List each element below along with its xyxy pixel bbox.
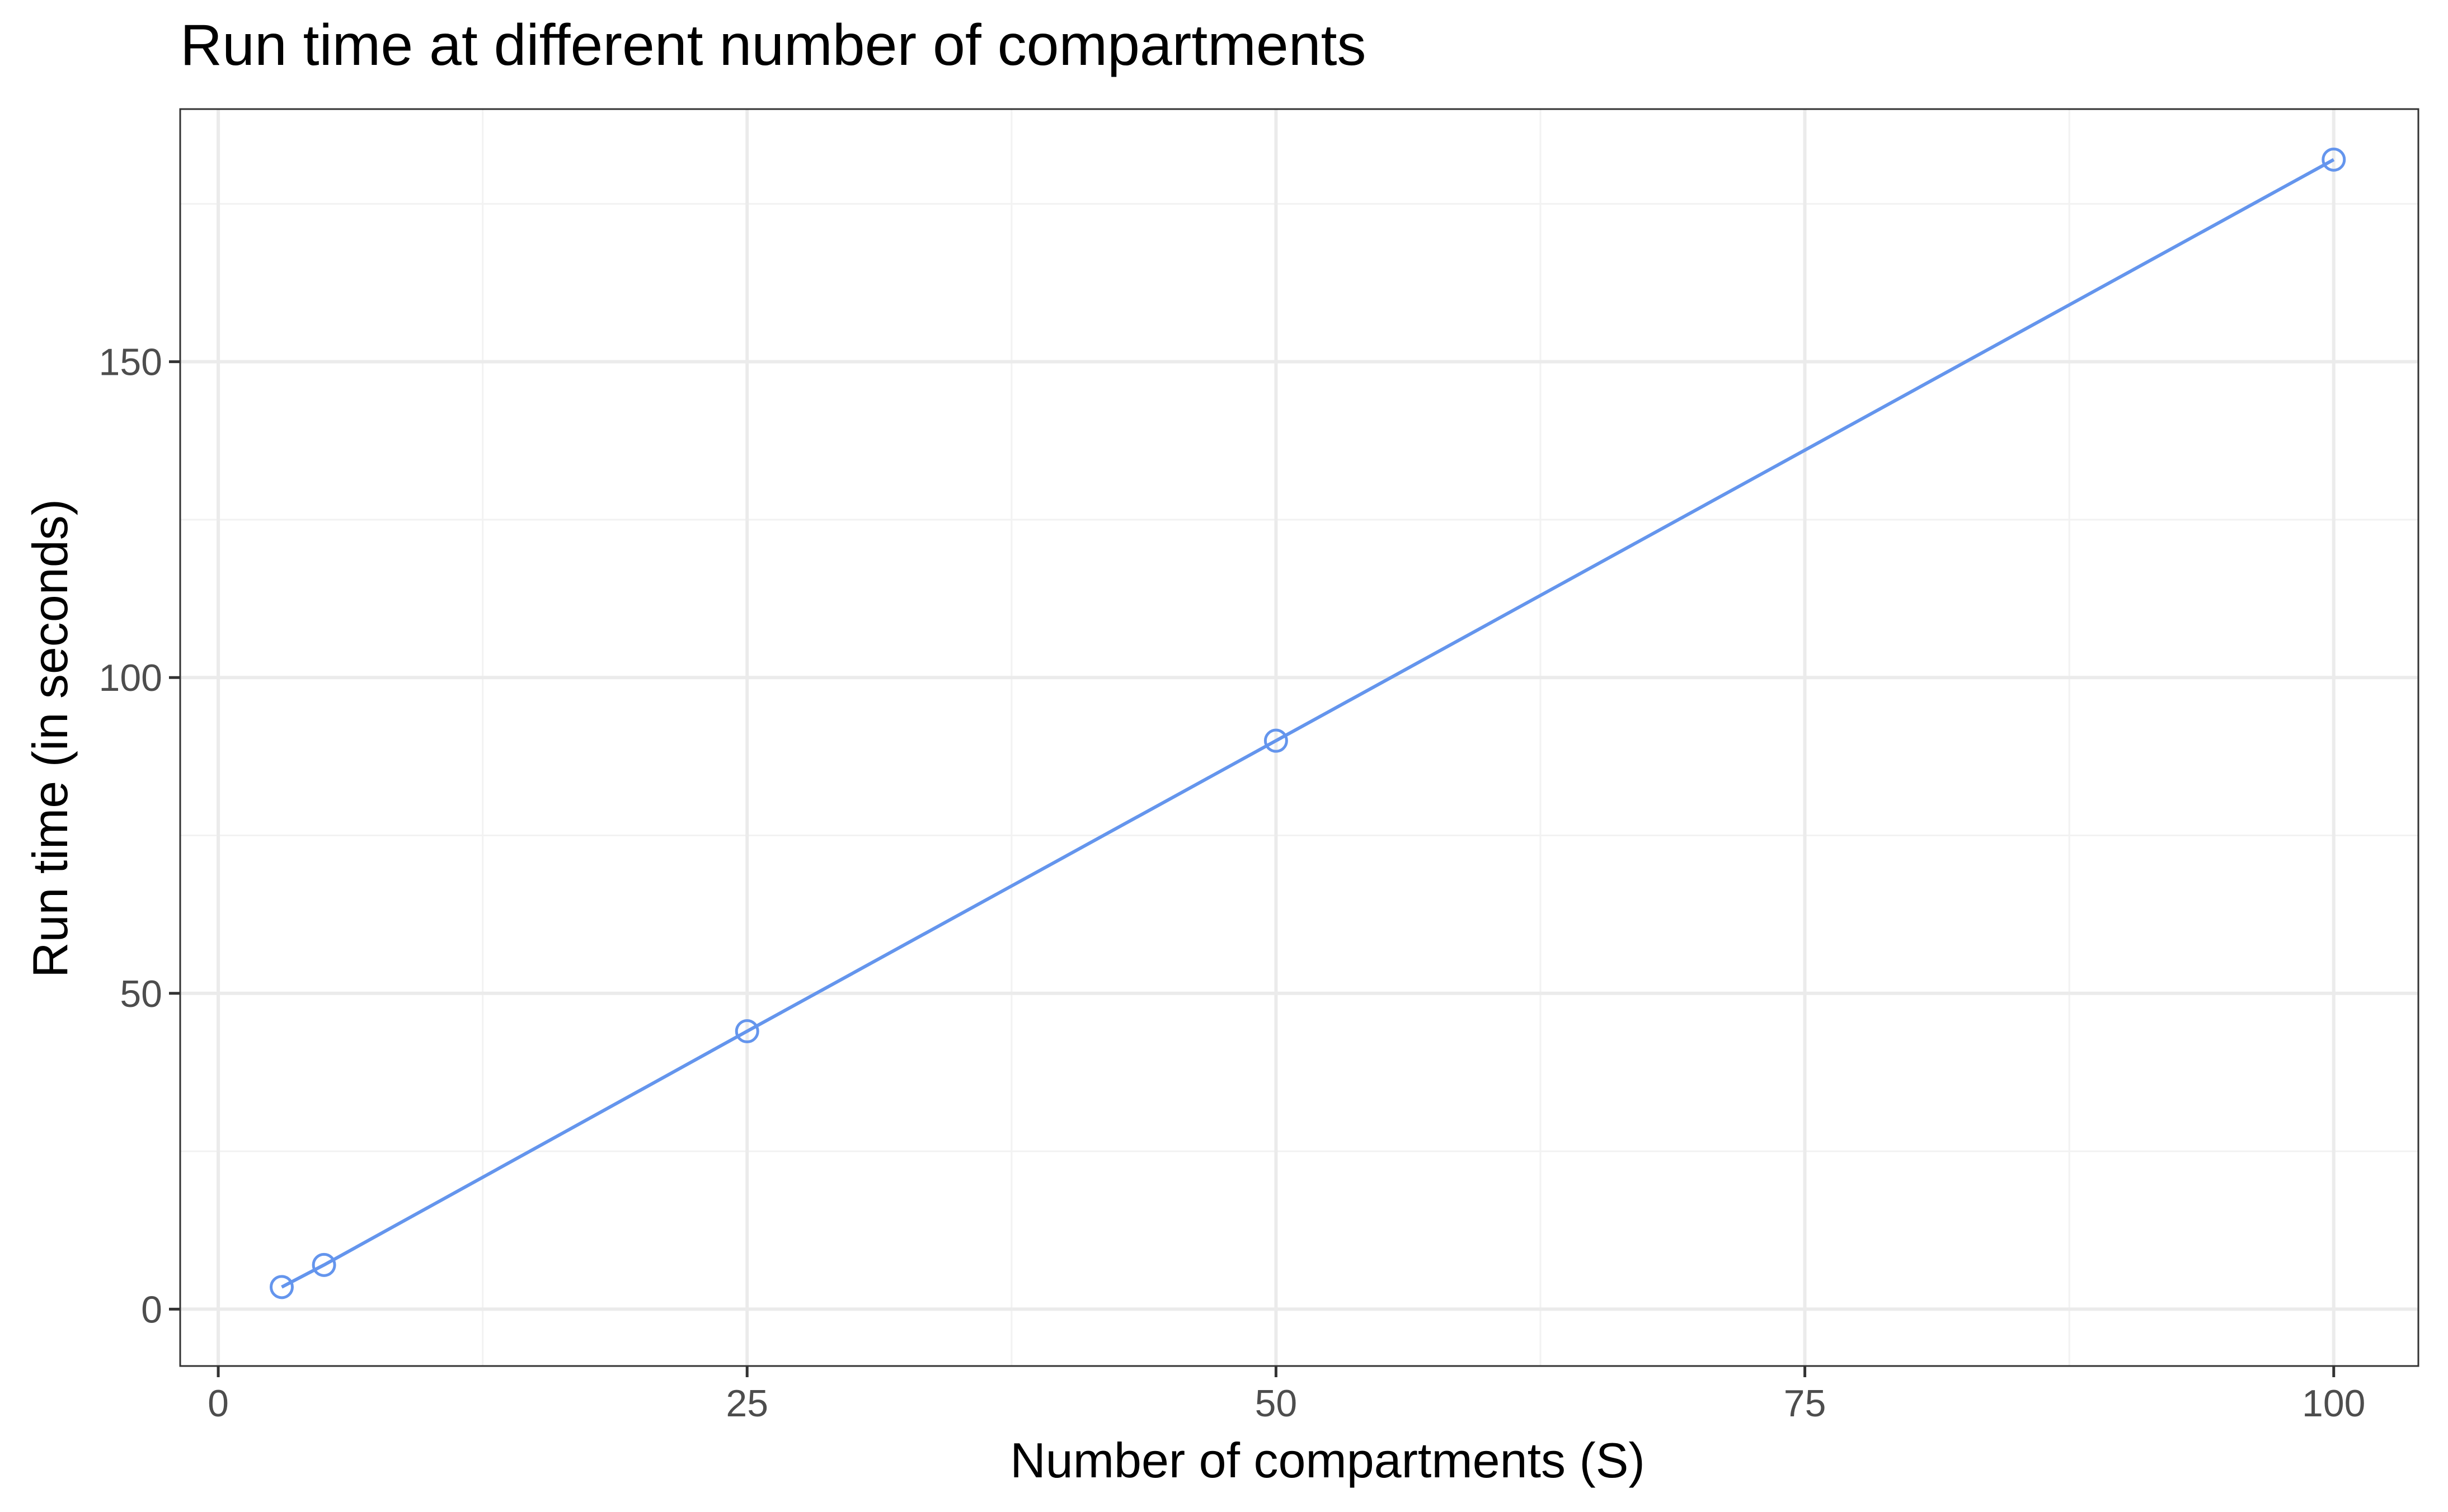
y-tick-label: 100 — [99, 657, 162, 699]
data-point — [735, 1019, 759, 1044]
x-tick-label: 100 — [2302, 1382, 2365, 1425]
data-point — [269, 1275, 294, 1299]
x-tick-label: 50 — [1255, 1382, 1298, 1425]
chart-title: Run time at different number of compartm… — [180, 13, 1366, 78]
y-axis-label: Run time (in seconds) — [22, 499, 78, 978]
y-tick-label: 0 — [141, 1288, 162, 1331]
y-tick-label: 50 — [120, 973, 162, 1015]
data-point — [1263, 728, 1288, 753]
panel-border — [179, 108, 2419, 1367]
y-tick-label: 150 — [99, 341, 162, 384]
series-line — [281, 158, 2335, 1289]
x-tick-label: 75 — [1784, 1382, 1826, 1425]
data-point — [312, 1252, 336, 1277]
data-point — [2322, 147, 2346, 172]
x-tick-label: 0 — [208, 1382, 229, 1425]
x-axis-label: Number of compartments (S) — [1010, 1433, 1645, 1488]
x-tick-label: 25 — [726, 1382, 768, 1425]
